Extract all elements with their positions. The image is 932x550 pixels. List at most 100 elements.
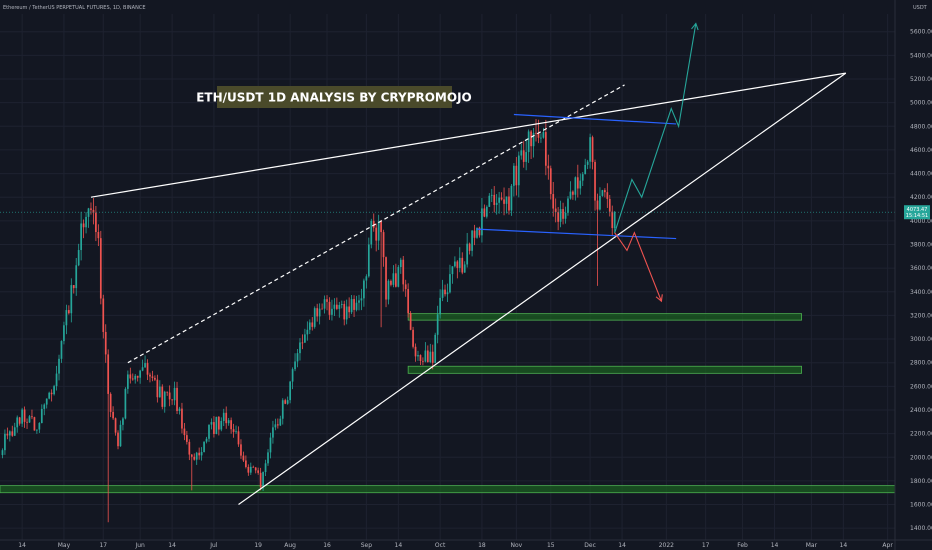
candle: [203, 441, 205, 453]
candle: [552, 181, 555, 217]
candle-body: [363, 280, 365, 299]
candle-body: [85, 216, 87, 228]
candle-body: [80, 223, 83, 251]
candle-body: [281, 400, 284, 419]
candle-body: [38, 423, 41, 430]
price-tick-label: 2000.00: [910, 454, 932, 461]
candle-body: [542, 132, 545, 138]
candle-body: [237, 431, 240, 445]
candle-body: [104, 331, 107, 355]
candle-body: [355, 302, 358, 310]
candle: [360, 288, 363, 311]
candle-body: [431, 351, 434, 363]
candle-body: [222, 412, 225, 421]
candle: [230, 417, 232, 434]
candle-body: [274, 424, 277, 428]
candle: [535, 119, 537, 142]
candle: [385, 256, 387, 308]
candle-body: [99, 238, 102, 299]
candle-body: [208, 424, 210, 439]
candle-body: [284, 400, 287, 404]
candle: [540, 133, 542, 143]
candle: [353, 295, 355, 317]
candle-body: [181, 408, 183, 429]
candle-body: [63, 325, 65, 342]
candle-body: [380, 221, 382, 233]
candle: [225, 406, 228, 429]
candle: [331, 299, 333, 321]
candle-body: [119, 424, 122, 447]
time-tick-label: Feb: [737, 542, 748, 549]
candle: [363, 278, 365, 307]
candle-body: [136, 375, 139, 378]
candle: [183, 423, 186, 441]
banner-title: ETH/USDT 1D ANALYSIS BY CRYPROMOJO: [196, 91, 472, 105]
time-tick-label: Nov: [510, 542, 522, 549]
candle: [8, 430, 11, 442]
candle: [112, 406, 114, 420]
candle-body: [23, 409, 26, 422]
candle: [227, 418, 230, 426]
time-axis[interactable]: 14 May 17 Jun 14 Jul 19 Aug 16 Sep 14 Oct 18 Nov 15 Dec…: [0, 539, 932, 549]
candle: [247, 464, 250, 476]
candle: [395, 263, 397, 288]
candle-body: [131, 378, 134, 380]
candle-body: [6, 433, 9, 436]
candle: [136, 375, 139, 382]
price-tick-label: 4400.00: [910, 171, 932, 178]
candle-body: [186, 435, 188, 442]
candle-body: [495, 202, 498, 205]
candle: [419, 354, 422, 366]
candle: [124, 387, 127, 420]
candle-body: [586, 161, 589, 165]
candle: [92, 197, 95, 225]
candle-body: [163, 391, 166, 407]
candle-body: [95, 212, 97, 233]
candle-body: [530, 131, 532, 147]
candle-body: [476, 227, 478, 238]
candle-body: [139, 370, 142, 378]
time-tick-label: 14: [168, 542, 176, 549]
candle-body: [171, 399, 173, 401]
candle-body: [176, 387, 178, 411]
candle-body: [294, 361, 296, 370]
candle: [387, 279, 390, 305]
trendlines: [0, 72, 895, 506]
candle-body: [122, 418, 124, 425]
candle-body: [594, 161, 596, 201]
candle-body: [422, 360, 424, 362]
candle: [343, 300, 346, 326]
candle: [471, 230, 473, 257]
analysis-banner: ETH/USDT 1D ANALYSIS BY CRYPROMOJO: [196, 86, 472, 108]
candle-body: [503, 199, 505, 204]
candle-body: [574, 177, 577, 195]
candle: [87, 207, 90, 228]
candle: [26, 418, 28, 429]
candle: [559, 200, 562, 228]
candle: [569, 181, 572, 200]
price-tag-countdown: 15:14:51: [906, 213, 928, 219]
candle: [65, 304, 68, 335]
candle-body: [144, 363, 146, 368]
candle-body: [412, 329, 414, 347]
candle-body: [392, 273, 395, 285]
candle-body: [589, 137, 591, 162]
candle-body: [559, 209, 562, 222]
candle-body: [154, 377, 156, 380]
candle: [547, 154, 550, 180]
candle: [45, 398, 48, 409]
candle-body: [82, 223, 85, 228]
price-axis[interactable]: 1400.00 1600.00 1800.00 2000.00 2200.00 2400.…: [894, 0, 932, 550]
candle: [254, 467, 257, 474]
candle: [36, 429, 38, 434]
candle: [291, 367, 294, 390]
candle-body: [544, 132, 547, 166]
candle: [99, 230, 102, 305]
candle: [530, 129, 532, 159]
candle-body: [13, 427, 16, 436]
price-tick-label: 2600.00: [910, 383, 932, 390]
candle: [505, 196, 508, 214]
candle: [333, 298, 336, 316]
candle: [210, 418, 213, 430]
